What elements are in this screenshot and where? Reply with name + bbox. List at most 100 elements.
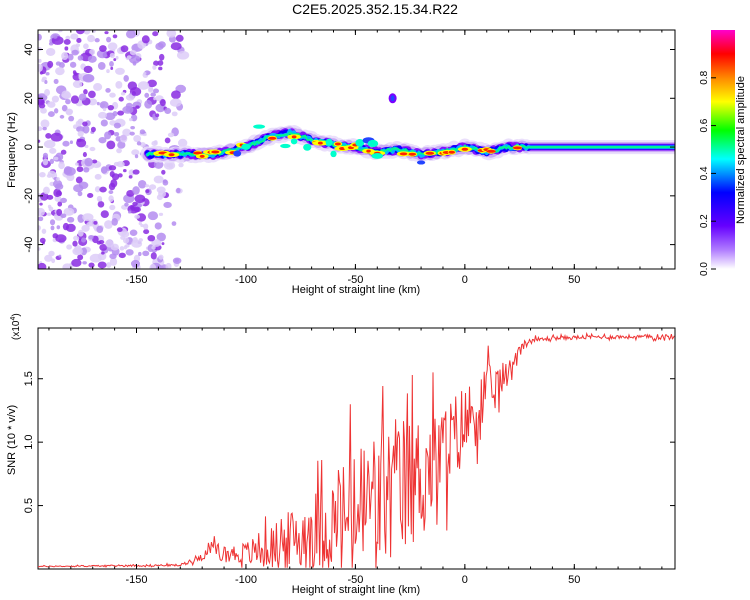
noise-blob bbox=[82, 152, 87, 158]
noise-blob bbox=[165, 262, 172, 269]
noise-blob bbox=[92, 235, 99, 244]
noise-blob bbox=[53, 176, 59, 181]
noise-blob bbox=[159, 98, 166, 107]
noise-blob bbox=[159, 266, 164, 269]
noise-blob bbox=[128, 92, 136, 99]
noise-blob bbox=[176, 102, 184, 111]
noise-blob bbox=[143, 40, 149, 47]
noise-blob bbox=[120, 134, 127, 141]
signal-hotspot bbox=[195, 153, 209, 159]
noise-blob bbox=[162, 192, 169, 199]
noise-blob bbox=[41, 78, 45, 83]
noise-blob bbox=[62, 222, 70, 231]
noise-blob bbox=[161, 150, 168, 156]
noise-blob bbox=[112, 111, 118, 117]
noise-blob bbox=[162, 179, 168, 184]
noise-blob bbox=[138, 221, 143, 226]
noise-blob bbox=[147, 87, 154, 93]
noise-blob bbox=[47, 111, 55, 118]
noise-blob bbox=[50, 132, 63, 142]
snr-xlabel: Height of straight line (km) bbox=[292, 584, 420, 596]
noise-blob bbox=[144, 184, 150, 188]
noise-blob bbox=[136, 213, 147, 222]
signal-scatter bbox=[325, 138, 333, 146]
noise-blob bbox=[153, 160, 164, 169]
noise-blob bbox=[130, 205, 135, 210]
noise-blob bbox=[42, 158, 49, 166]
noise-blob bbox=[133, 206, 141, 213]
noise-blob bbox=[78, 181, 89, 189]
noise-blob bbox=[133, 134, 142, 143]
noise-blob bbox=[123, 245, 128, 250]
noise-blob bbox=[111, 173, 120, 181]
spectrogram-ylabel: Frequency (Hz) bbox=[6, 112, 18, 188]
noise-blob bbox=[55, 152, 64, 162]
noise-blob bbox=[38, 126, 43, 132]
noise-blob bbox=[115, 81, 123, 89]
noise-blob bbox=[85, 120, 91, 127]
noise-blob bbox=[65, 108, 73, 116]
noise-blob bbox=[44, 79, 48, 85]
noise-blob bbox=[73, 184, 84, 193]
noise-blob bbox=[151, 245, 156, 250]
snr-multiplier-exp: 4 bbox=[10, 317, 17, 321]
noise-blob bbox=[109, 204, 116, 211]
signal-hotspot bbox=[396, 151, 411, 157]
noise-blob bbox=[76, 37, 82, 44]
noise-blob bbox=[77, 55, 84, 61]
spectrogram-ytick-label: 40 bbox=[23, 43, 35, 55]
noise-blob bbox=[150, 92, 156, 97]
noise-blob bbox=[65, 35, 71, 40]
noise-blob bbox=[108, 195, 114, 202]
noise-blob bbox=[38, 103, 46, 109]
noise-blob bbox=[121, 226, 129, 233]
noise-blob bbox=[82, 125, 90, 134]
noise-blob bbox=[77, 191, 83, 197]
noise-blob bbox=[56, 177, 60, 182]
noise-blob bbox=[147, 211, 159, 221]
snr-multiplier-close: ) bbox=[11, 313, 22, 316]
noise-blob bbox=[148, 184, 157, 190]
signal-hotspot-core bbox=[425, 151, 435, 155]
signal-hotspot bbox=[334, 146, 351, 152]
noise-blob bbox=[107, 42, 118, 51]
noise-blob bbox=[61, 93, 66, 97]
noise-blob bbox=[142, 144, 149, 150]
noise-blob bbox=[70, 44, 79, 54]
noise-blob bbox=[170, 42, 182, 51]
signal-hotspot bbox=[437, 150, 449, 156]
signal-hotspot bbox=[457, 146, 472, 152]
colorbar-tick-label: 0.4 bbox=[699, 166, 710, 180]
noise-blob bbox=[133, 254, 141, 263]
noise-blob bbox=[97, 199, 102, 203]
signal-hotspot-core bbox=[439, 151, 447, 155]
noise-blob bbox=[108, 190, 114, 195]
spectrogram-plot-area bbox=[38, 30, 675, 269]
noise-blob bbox=[127, 81, 138, 91]
noise-blob bbox=[58, 254, 62, 258]
noise-blob bbox=[138, 238, 143, 242]
noise-blob bbox=[82, 50, 89, 55]
noise-blob bbox=[176, 50, 190, 60]
signal-band-layer bbox=[145, 129, 675, 159]
noise-blob bbox=[126, 55, 132, 60]
noise-blob bbox=[117, 227, 128, 237]
noise-blob bbox=[49, 181, 55, 187]
snr-xtick-label: -100 bbox=[235, 574, 257, 586]
noise-blob bbox=[149, 147, 159, 155]
noise-blob bbox=[160, 150, 168, 156]
noise-blob bbox=[132, 237, 138, 243]
signal-hotspot bbox=[209, 149, 222, 155]
noise-blob bbox=[150, 252, 157, 260]
noise-blob bbox=[151, 246, 158, 253]
noise-blob bbox=[39, 71, 44, 75]
noise-blob bbox=[51, 36, 64, 45]
noise-blob bbox=[146, 71, 152, 75]
noise-blob bbox=[125, 51, 136, 60]
noise-blob bbox=[84, 219, 91, 225]
spectrogram-ytick-label: 0 bbox=[23, 144, 35, 150]
signal-band-layer bbox=[145, 128, 675, 159]
noise-blob bbox=[39, 237, 46, 244]
noise-blob bbox=[141, 35, 150, 44]
